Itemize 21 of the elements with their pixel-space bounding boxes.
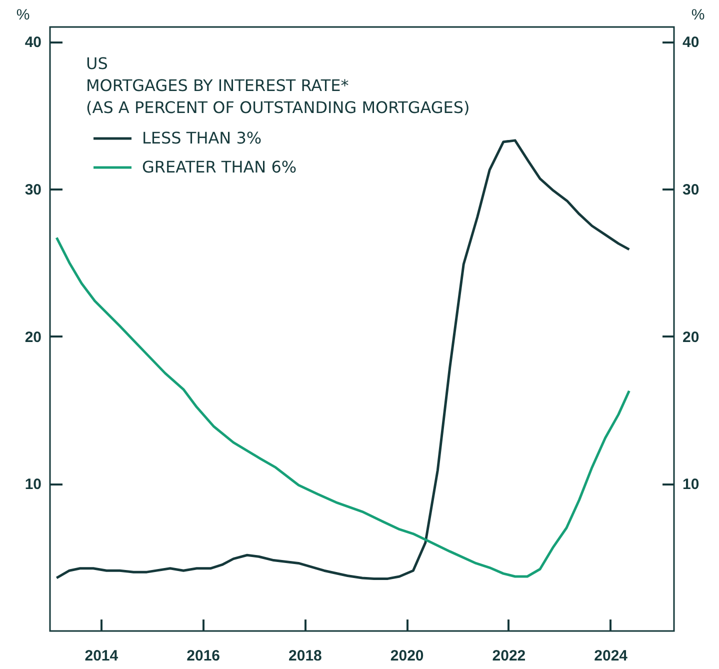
y-tick-label: 40 bbox=[24, 34, 42, 52]
y2-tick-label: 40 bbox=[682, 34, 700, 52]
line-series bbox=[55, 236, 630, 578]
y2-tick-label: 20 bbox=[682, 328, 700, 346]
x-tick-label: 2016 bbox=[186, 648, 220, 664]
x-tick-label: 2018 bbox=[288, 648, 322, 664]
y-axis-title: % bbox=[16, 6, 30, 24]
y2-axis-title: % bbox=[691, 6, 705, 24]
y-tick-label: 10 bbox=[24, 476, 42, 494]
y-tick-label: 20 bbox=[24, 328, 42, 346]
y2-tick-label: 30 bbox=[682, 182, 700, 199]
text: US bbox=[86, 54, 108, 73]
y2-tick-label: 10 bbox=[682, 476, 700, 494]
text: MORTGAGES BY INTEREST RATE* (AS A PERCENT OF OUTSTANDING MORTGAGES) bbox=[86, 76, 470, 117]
x-tick-label: 2024 bbox=[594, 648, 628, 664]
x-tick-label: 2022 bbox=[492, 648, 526, 664]
legend-label: GREATER THAN 6% bbox=[142, 158, 297, 176]
legend-label: LESS THAN 3% bbox=[142, 128, 262, 148]
x-tick-label: 2014 bbox=[84, 648, 119, 664]
x-tick-label: 2020 bbox=[390, 648, 424, 664]
y-tick-label: 30 bbox=[24, 182, 42, 199]
